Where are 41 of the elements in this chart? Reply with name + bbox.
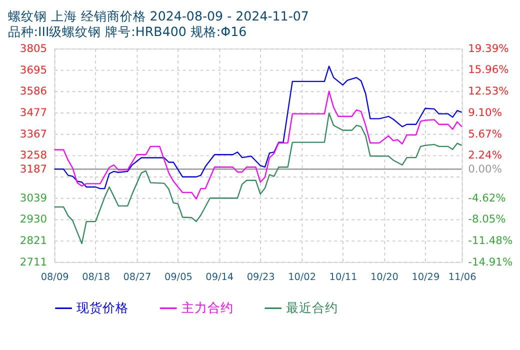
x-tick-label: 11/06 xyxy=(448,272,476,283)
x-tick-label: 09/14 xyxy=(206,272,234,283)
y-tick-label: 3477 xyxy=(20,106,48,119)
x-tick-label: 09/23 xyxy=(246,272,275,283)
line-series xyxy=(54,112,462,244)
y2-tick-label: -14.91% xyxy=(468,255,513,268)
y2-tick-label: 19.39% xyxy=(468,42,509,55)
y2-tick-label: -8.05% xyxy=(468,212,506,226)
line-series xyxy=(54,90,462,200)
y-tick-label: 2821 xyxy=(20,234,48,247)
line-series xyxy=(54,66,462,190)
legend-label: 最近合约 xyxy=(286,300,338,316)
x-tick-label: 08/27 xyxy=(123,272,152,283)
y2-tick-label: 9.10% xyxy=(468,106,502,119)
y2-tick-label: 12.53% xyxy=(468,84,509,98)
y2-tick-label: 15.96% xyxy=(468,63,509,76)
chart-subtitle: 品种:III级螺纹钢 牌号:HRB400 规格:Φ16 xyxy=(8,24,247,39)
y-tick-label: 3039 xyxy=(20,191,48,204)
x-tick-label: 09/05 xyxy=(164,272,192,283)
chart-title: 螺纹钢 上海 经销商价格 2024-08-09 - 2024-11-07 xyxy=(8,8,309,24)
x-tick-label: 08/09 xyxy=(40,272,69,283)
x-tick-label: 10/02 xyxy=(288,272,316,283)
x-tick-label: 10/11 xyxy=(329,272,358,283)
y2-tick-label: 5.67% xyxy=(468,127,502,140)
x-tick-label: 08/18 xyxy=(82,272,110,283)
y-tick-label: 3586 xyxy=(20,84,48,98)
y2-tick-label: -11.48% xyxy=(468,234,513,247)
x-tick-label: 10/20 xyxy=(370,272,398,283)
y-tick-label: 2930 xyxy=(20,212,48,226)
y2-tick-label: 0.00% xyxy=(468,162,502,176)
y-tick-label: 3258 xyxy=(20,148,48,162)
legend-label: 现货价格 xyxy=(76,300,129,316)
y-tick-label: 3367 xyxy=(20,127,48,140)
y-tick-label: 3805 xyxy=(20,42,48,55)
y-tick-label: 2711 xyxy=(20,255,48,268)
y2-tick-label: -4.62% xyxy=(468,191,506,204)
legend-label: 主力合约 xyxy=(181,300,234,316)
y2-tick-label: 2.24% xyxy=(468,148,502,162)
y-tick-label: 3695 xyxy=(20,63,48,76)
y-tick-label: 3187 xyxy=(20,162,48,176)
x-tick-label: 10/29 xyxy=(412,272,440,283)
